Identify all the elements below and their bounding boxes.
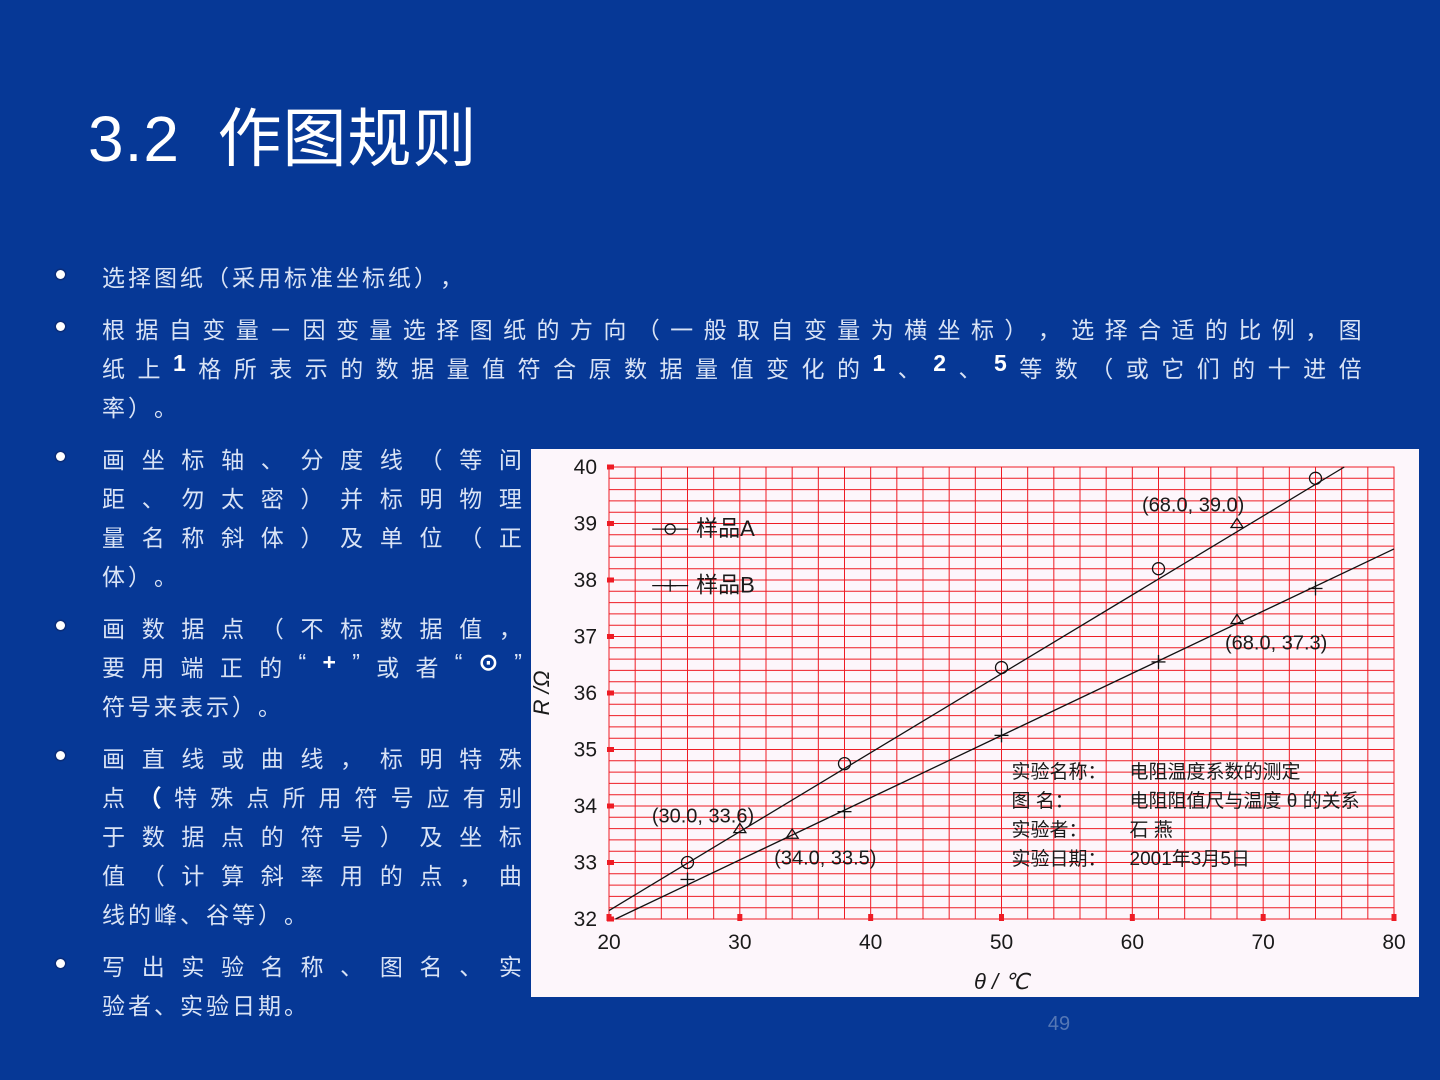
svg-text:34: 34 [574, 795, 598, 818]
svg-text:实验名称：: 实验名称： [1012, 761, 1107, 783]
svg-text:40: 40 [859, 931, 882, 954]
svg-text:32: 32 [574, 908, 597, 931]
svg-text:35: 35 [574, 739, 597, 762]
svg-text:(30.0, 33.6): (30.0, 33.6) [652, 806, 754, 828]
svg-text:2001年3月5日: 2001年3月5日 [1130, 848, 1250, 870]
svg-text:30: 30 [728, 931, 751, 954]
svg-text:R /Ω: R /Ω [531, 671, 554, 716]
svg-text:50: 50 [990, 931, 1013, 954]
svg-text:36: 36 [574, 682, 597, 705]
svg-text:37: 37 [574, 626, 597, 649]
svg-text:39: 39 [574, 513, 597, 536]
svg-text:石 燕: 石 燕 [1130, 819, 1173, 841]
svg-text:(68.0, 37.3): (68.0, 37.3) [1225, 633, 1327, 655]
svg-text:40: 40 [574, 456, 597, 479]
svg-text:20: 20 [597, 931, 620, 954]
svg-text:60: 60 [1121, 931, 1144, 954]
svg-text:实验者：: 实验者： [1012, 819, 1088, 841]
svg-text:80: 80 [1382, 931, 1405, 954]
svg-text:电阻阻值尺与温度 θ 的关系: 电阻阻值尺与温度 θ 的关系 [1130, 790, 1360, 812]
svg-text:38: 38 [574, 569, 597, 592]
svg-text:70: 70 [1251, 931, 1274, 954]
svg-text:33: 33 [574, 852, 597, 875]
svg-text:θ / ℃: θ / ℃ [974, 969, 1031, 994]
svg-text:电阻温度系数的测定: 电阻温度系数的测定 [1130, 761, 1301, 783]
svg-text:图 名：: 图 名： [1012, 790, 1074, 812]
svg-text:(34.0, 33.5): (34.0, 33.5) [774, 847, 876, 869]
svg-text:实验日期：: 实验日期： [1012, 848, 1107, 870]
svg-text:样品B: 样品B [696, 573, 755, 598]
svg-text:样品A: 样品A [696, 516, 755, 541]
svg-text:(68.0, 39.0): (68.0, 39.0) [1142, 495, 1244, 517]
